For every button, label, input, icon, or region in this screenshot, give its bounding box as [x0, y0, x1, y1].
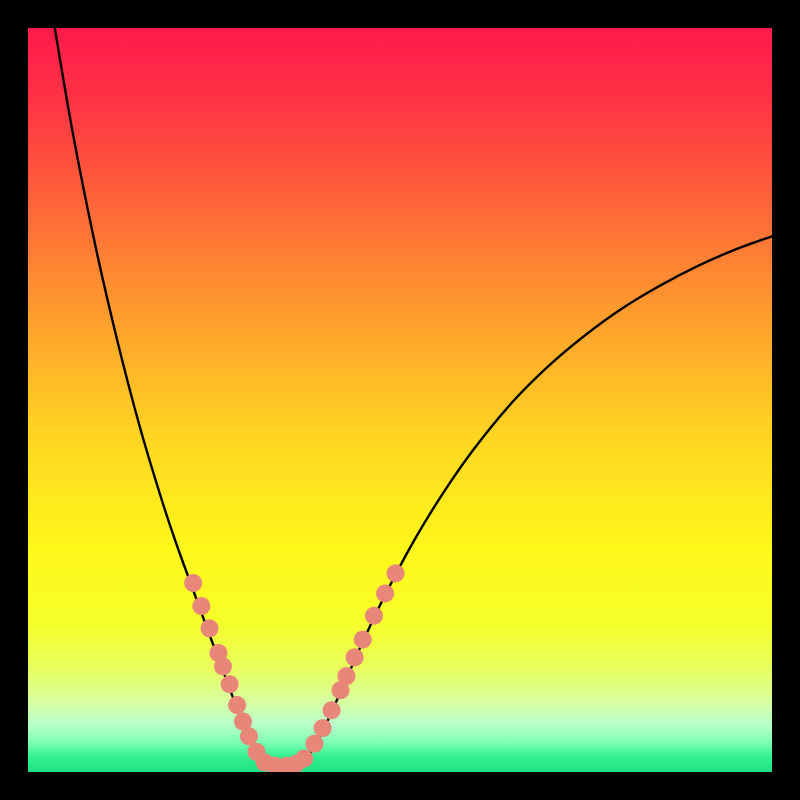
data-marker — [305, 735, 323, 753]
data-marker — [346, 648, 364, 666]
data-marker — [354, 631, 372, 649]
data-marker — [221, 675, 239, 693]
data-marker — [240, 727, 258, 745]
bottleneck-chart — [0, 0, 800, 800]
data-marker — [201, 619, 219, 637]
data-marker — [192, 597, 210, 615]
data-marker — [295, 750, 313, 768]
data-marker — [228, 696, 246, 714]
data-marker — [387, 564, 405, 582]
data-marker — [337, 667, 355, 685]
data-marker — [376, 584, 394, 602]
data-marker — [323, 701, 341, 719]
data-marker — [365, 607, 383, 625]
data-marker — [184, 574, 202, 592]
chart-frame: TheBottleneck.com — [0, 0, 800, 800]
gradient-background — [28, 28, 772, 772]
data-marker — [314, 719, 332, 737]
data-marker — [214, 657, 232, 675]
